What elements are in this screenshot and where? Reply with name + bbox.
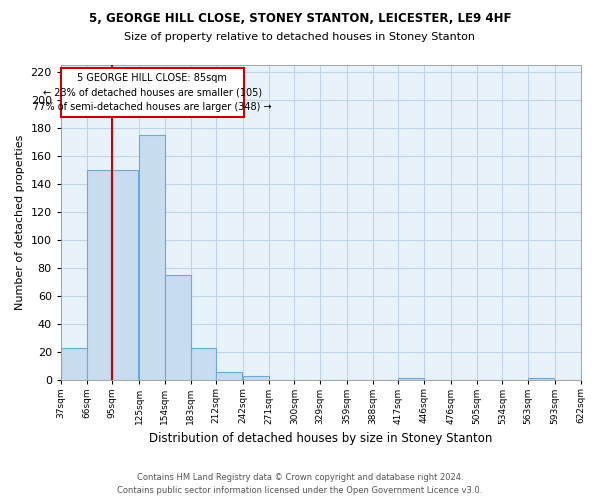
Bar — [243, 376, 269, 380]
Bar — [165, 275, 191, 380]
Bar — [139, 135, 165, 380]
X-axis label: Distribution of detached houses by size in Stoney Stanton: Distribution of detached houses by size … — [149, 432, 493, 445]
Text: 5, GEORGE HILL CLOSE, STONEY STANTON, LEICESTER, LE9 4HF: 5, GEORGE HILL CLOSE, STONEY STANTON, LE… — [89, 12, 511, 26]
Text: 5 GEORGE HILL CLOSE: 85sqm
← 23% of detached houses are smaller (105)
77% of sem: 5 GEORGE HILL CLOSE: 85sqm ← 23% of deta… — [33, 72, 272, 112]
Bar — [61, 348, 86, 380]
Bar — [86, 170, 112, 380]
Bar — [216, 372, 242, 380]
Bar — [191, 348, 216, 380]
Y-axis label: Number of detached properties: Number of detached properties — [15, 135, 25, 310]
Bar — [112, 170, 138, 380]
Text: Contains HM Land Registry data © Crown copyright and database right 2024.
Contai: Contains HM Land Registry data © Crown c… — [118, 474, 482, 495]
Text: Size of property relative to detached houses in Stoney Stanton: Size of property relative to detached ho… — [125, 32, 476, 42]
Bar — [528, 378, 554, 380]
FancyBboxPatch shape — [61, 68, 244, 117]
Bar — [398, 378, 424, 380]
